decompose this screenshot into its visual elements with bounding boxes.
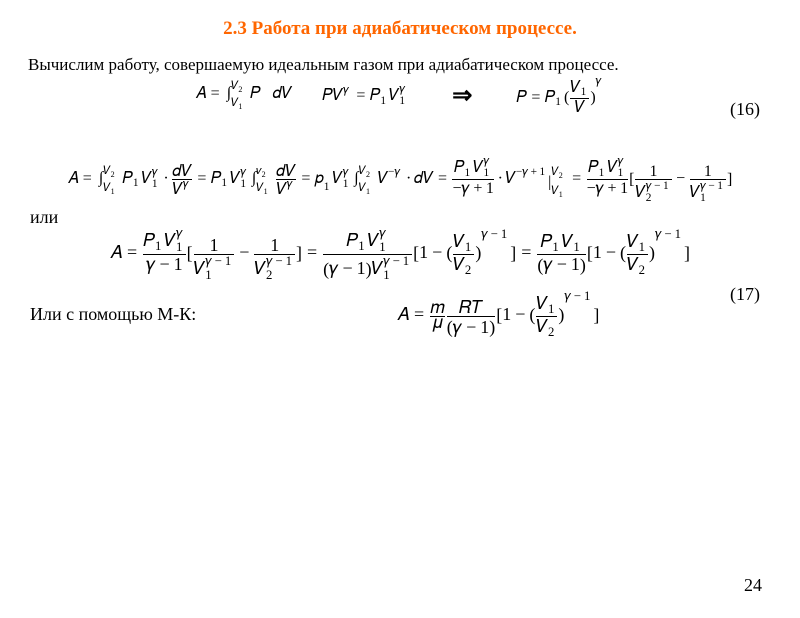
equation-16: A= ∫ V1 V2 P dV PVγ= P1V1γ ⇒ P=P1 (V1V) … — [20, 79, 780, 111]
mk-label: Или с помощью М-К: — [30, 304, 196, 325]
eq-number-17: (17) — [730, 284, 760, 305]
derivation-equation: A= ∫ V1 V2 P1V1γ · dVVγ = P1V1γ ∫ V1 v2 … — [8, 159, 792, 200]
equation-ili: A= P1V1γ γ−1 [ 1V1γ−1 − 1V2γ−1 ] = P1V1γ… — [20, 230, 780, 280]
section-title: 2.3 Работа при адиабатическом процессе. — [0, 18, 800, 40]
intro-paragraph: Вычислим работу, совершаемую идеальным г… — [28, 54, 760, 75]
equation-17: A= mμ RT(γ−1) [ 1− (V1V2) γ−1 ] — [216, 292, 780, 338]
page-number: 24 — [744, 575, 762, 596]
eq-number-16: (16) — [730, 99, 760, 120]
implies-arrow: ⇒ — [452, 81, 472, 110]
or-label-1: или — [30, 207, 800, 228]
